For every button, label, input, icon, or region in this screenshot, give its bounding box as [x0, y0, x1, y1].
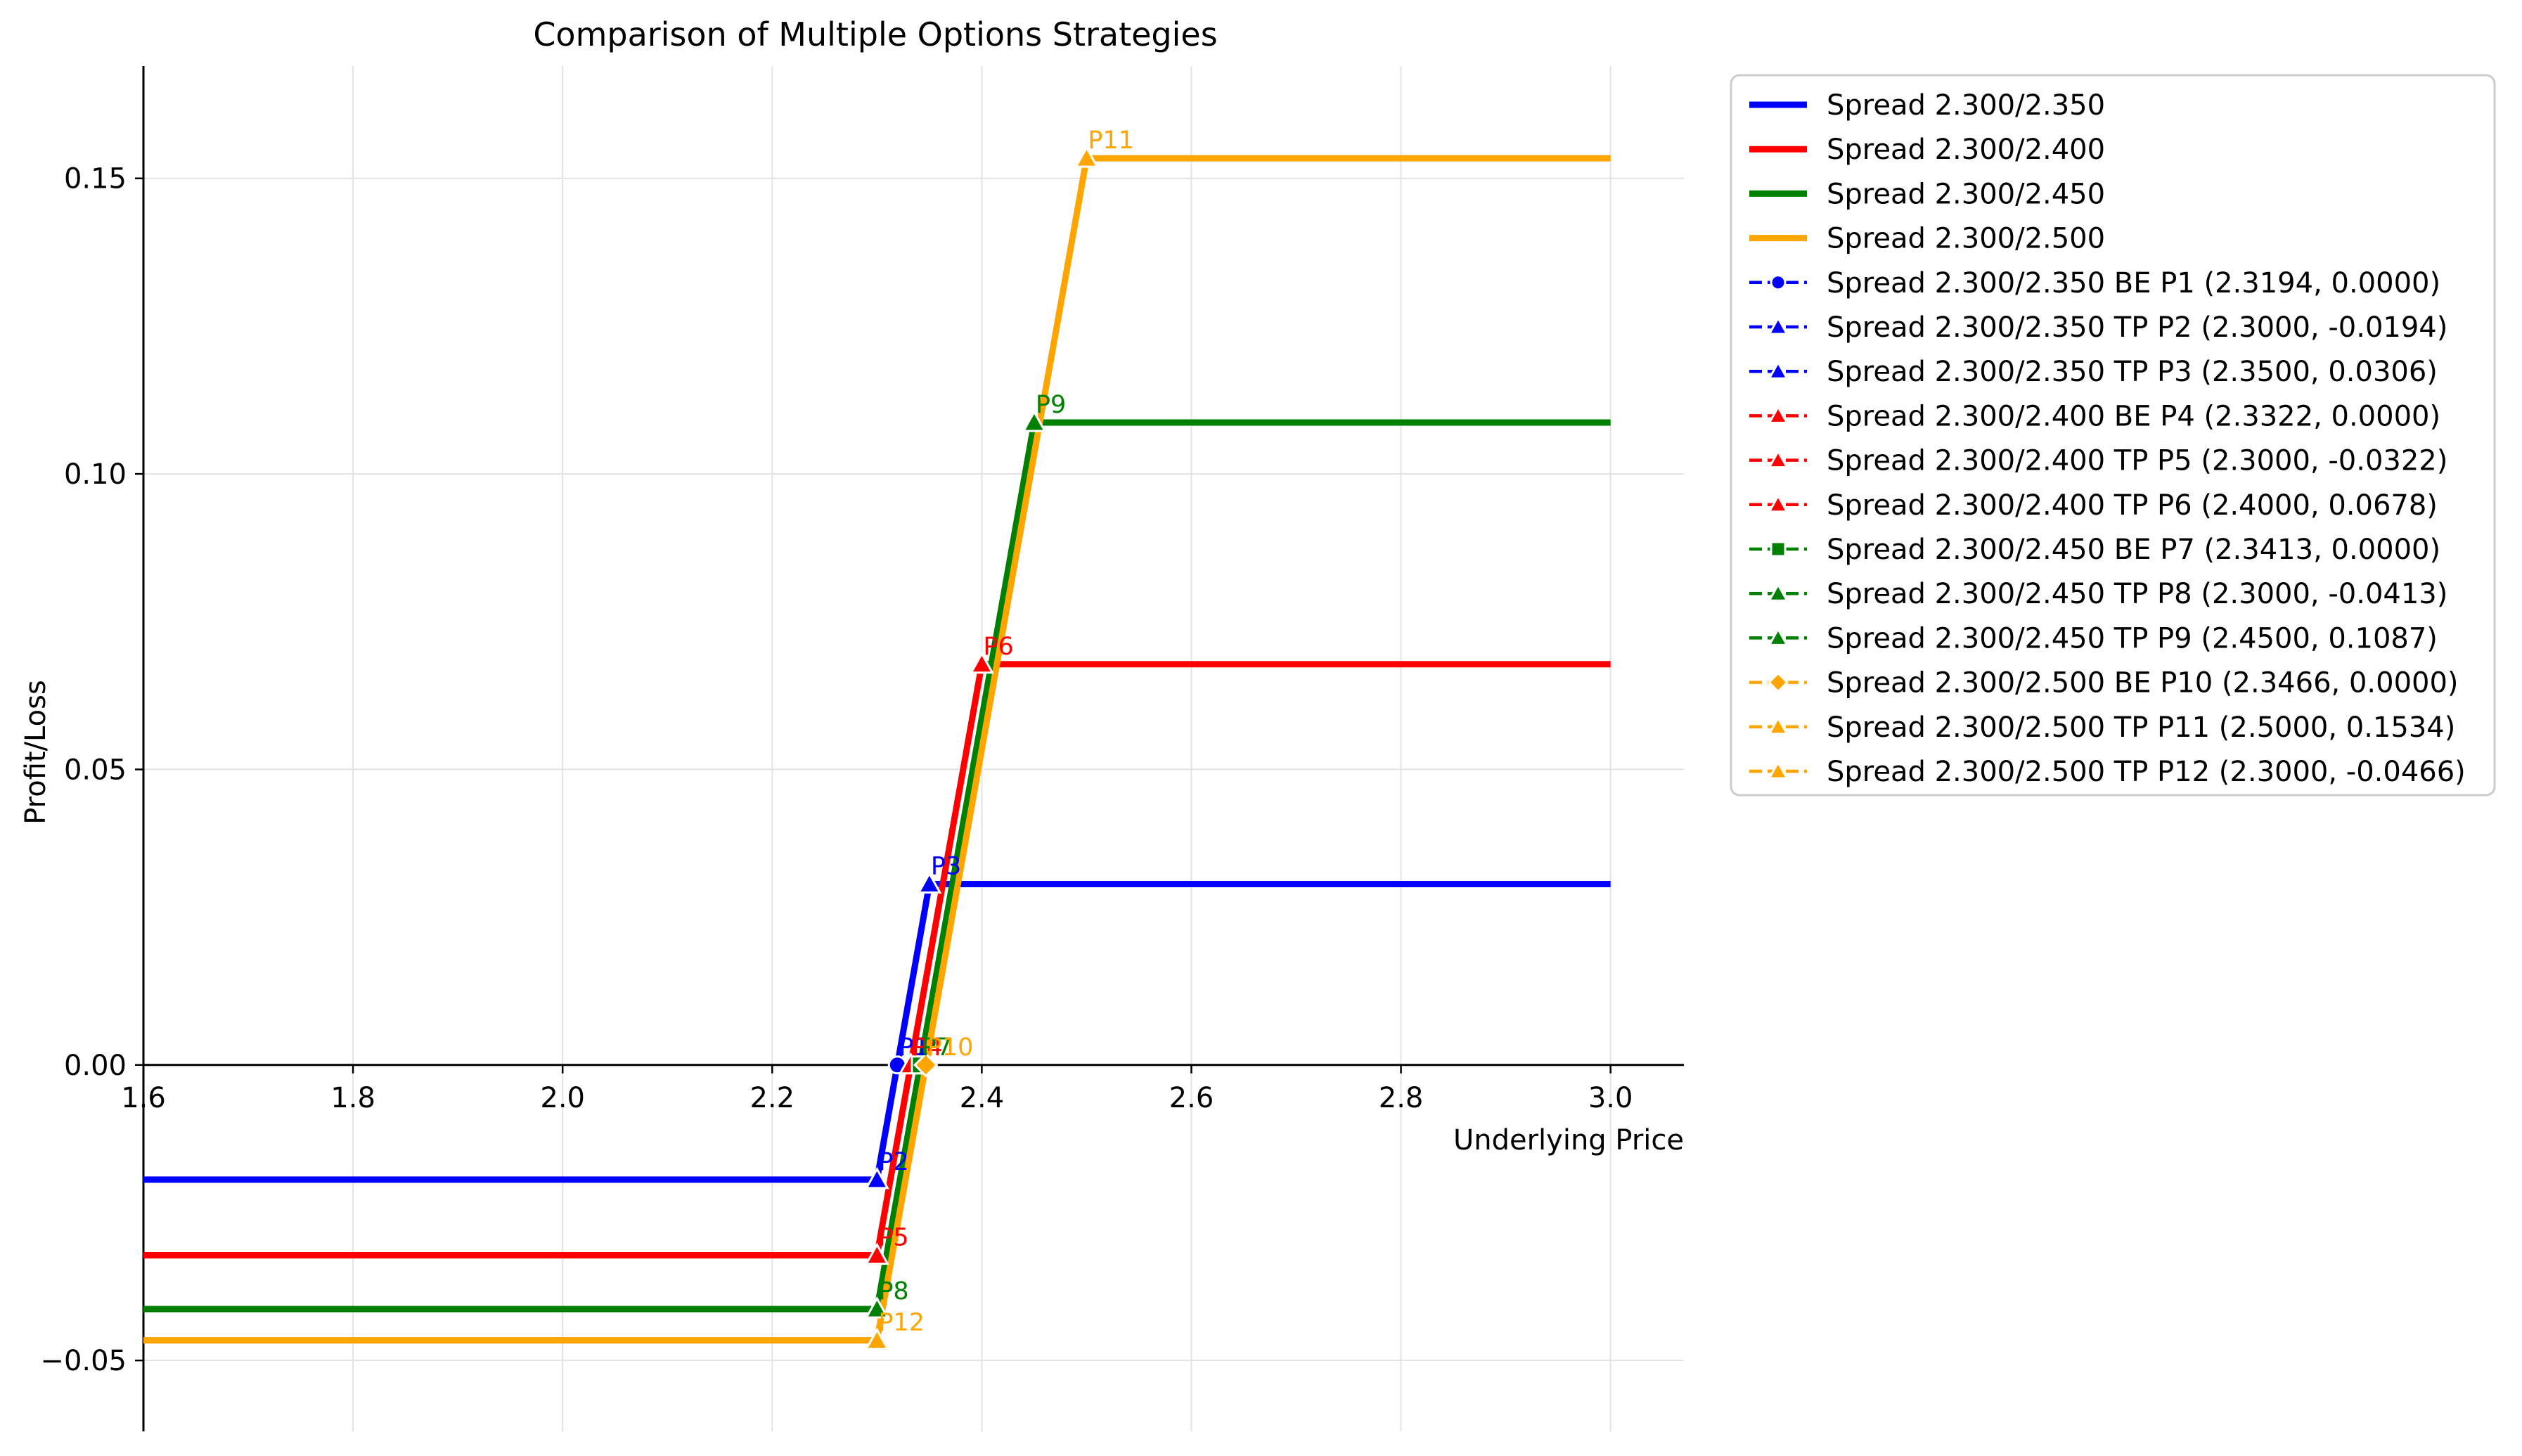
legend-label: Spread 2.300/2.400 [1827, 134, 2105, 166]
legend-marker [1767, 582, 1789, 602]
legend-item: Spread 2.300/2.400 [1749, 134, 2105, 166]
point-marker-p3 [917, 871, 942, 894]
legend-item: Spread 2.300/2.350 TP P3 (2.3500, 0.0306… [1749, 356, 2438, 388]
x-tick-label: 2.0 [540, 1082, 585, 1114]
y-tick-label: 0.15 [64, 163, 127, 195]
legend-label: Spread 2.300/2.450 TP P9 (2.4500, 0.1087… [1827, 622, 2438, 655]
legend-marker [1767, 494, 1789, 513]
point-marker-p5 [864, 1242, 889, 1265]
legend-label: Spread 2.300/2.450 BE P7 (2.3413, 0.0000… [1827, 534, 2440, 566]
legend-label: Spread 2.300/2.400 BE P4 (2.3322, 0.0000… [1827, 400, 2440, 432]
point-label-p8: P8 [878, 1277, 908, 1306]
point-label-p10: P10 [927, 1033, 974, 1062]
legend-marker [1770, 274, 1787, 291]
x-axis-label: Underlying Price [1453, 1124, 1684, 1157]
point-marker-p8 [864, 1296, 889, 1319]
legend-item: Spread 2.300/2.500 TP P11 (2.5000, 0.153… [1749, 711, 2455, 744]
legend-item: Spread 2.300/2.350 BE P1 (2.3194, 0.0000… [1749, 267, 2440, 299]
legend-label: Spread 2.300/2.450 [1827, 178, 2105, 210]
legend-label: Spread 2.300/2.350 TP P2 (2.3000, -0.019… [1827, 311, 2447, 344]
legend-marker [1770, 541, 1787, 558]
legend-item: Spread 2.300/2.450 TP P8 (2.3000, -0.041… [1749, 578, 2447, 610]
legend-label: Spread 2.300/2.350 [1827, 89, 2105, 122]
legend-item: Spread 2.300/2.500 BE P10 (2.3466, 0.000… [1749, 667, 2459, 700]
x-tick-label: 2.2 [749, 1082, 794, 1114]
y-tick-label: 0.05 [64, 754, 127, 786]
legend-label: Spread 2.300/2.350 BE P1 (2.3194, 0.0000… [1827, 267, 2440, 299]
y-tick-label: −0.05 [40, 1345, 127, 1377]
legend-item: Spread 2.300/2.450 TP P9 (2.4500, 0.1087… [1749, 622, 2438, 655]
legend-item: Spread 2.300/2.400 BE P4 (2.3322, 0.0000… [1749, 400, 2440, 432]
point-marker-p9 [1022, 409, 1047, 432]
legend-label: Spread 2.300/2.400 TP P5 (2.3000, -0.032… [1827, 445, 2447, 477]
y-tick-label: 0.10 [64, 458, 127, 491]
point-label-p7: P7 [922, 1033, 952, 1062]
x-tick-label: 1.6 [121, 1082, 166, 1114]
legend-marker [1767, 716, 1789, 735]
x-tick-label: 1.8 [330, 1082, 375, 1114]
point-label-p9: P9 [1036, 391, 1066, 419]
series-line [143, 661, 1611, 1258]
y-tick-label: 0.00 [64, 1050, 127, 1082]
legend-marker [1767, 404, 1789, 424]
chart-title: Comparison of Multiple Options Strategie… [533, 15, 1217, 53]
legend-label: Spread 2.300/2.500 TP P11 (2.5000, 0.153… [1827, 711, 2455, 744]
legend-item: Spread 2.300/2.400 TP P5 (2.3000, -0.032… [1749, 445, 2447, 477]
legend-frame [1730, 74, 2496, 797]
point-label-p3: P3 [931, 853, 961, 881]
point-marker-p6 [969, 651, 994, 674]
legend-label: Spread 2.300/2.500 [1827, 223, 2105, 255]
legend-item: Spread 2.300/2.500 [1749, 223, 2105, 255]
point-label-p12: P12 [878, 1309, 925, 1337]
legend-label: Spread 2.300/2.450 TP P8 (2.3000, -0.041… [1827, 578, 2447, 610]
legend-marker [1767, 671, 1789, 693]
legend-item: Spread 2.300/2.400 TP P6 (2.4000, 0.0678… [1749, 489, 2438, 522]
legend-label: Spread 2.300/2.400 TP P6 (2.4000, 0.0678… [1827, 489, 2438, 522]
y-axis-label: Profit/Loss [20, 680, 52, 825]
point-label-p2: P2 [878, 1148, 908, 1176]
point-label-p6: P6 [983, 633, 1013, 661]
legend: Spread 2.300/2.350 Spread 2.300/2.400 Spre… [1730, 74, 2496, 797]
point-marker-p11 [1074, 146, 1099, 168]
point-marker-p10 [913, 1052, 939, 1078]
point-label-p4: P4 [912, 1033, 942, 1062]
point-marker-p2 [864, 1166, 889, 1190]
legend-marker [1767, 360, 1789, 380]
point-label-p11: P11 [1088, 127, 1134, 155]
point-label-p1: P1 [899, 1033, 929, 1062]
legend-marker [1767, 626, 1789, 646]
legend-item: Spread 2.300/2.350 [1749, 89, 2105, 122]
x-tick-label: 2.4 [960, 1082, 1005, 1114]
x-tick-label: 2.8 [1379, 1082, 1424, 1114]
point-marker-p12 [864, 1327, 889, 1351]
x-tick-label: 3.0 [1588, 1082, 1633, 1114]
point-label-p5: P5 [878, 1223, 908, 1251]
legend-item: Spread 2.300/2.350 TP P2 (2.3000, -0.019… [1749, 311, 2447, 344]
legend-marker [1767, 316, 1789, 335]
legend-marker [1767, 449, 1789, 469]
series-line [143, 155, 1611, 1344]
x-tick-label: 2.6 [1169, 1082, 1214, 1114]
legend-item: Spread 2.300/2.500 TP P12 (2.3000, -0.04… [1749, 756, 2466, 788]
legend-label: Spread 2.300/2.350 TP P3 (2.3500, 0.0306… [1827, 356, 2438, 388]
legend-marker [1767, 760, 1789, 780]
legend-item: Spread 2.300/2.450 BE P7 (2.3413, 0.0000… [1749, 534, 2440, 566]
legend-item: Spread 2.300/2.450 [1749, 178, 2105, 210]
series-line [143, 881, 1611, 1183]
series-line [143, 419, 1611, 1313]
legend-label: Spread 2.300/2.500 BE P10 (2.3466, 0.000… [1827, 667, 2459, 700]
legend-label: Spread 2.300/2.500 TP P12 (2.3000, -0.04… [1827, 756, 2466, 788]
